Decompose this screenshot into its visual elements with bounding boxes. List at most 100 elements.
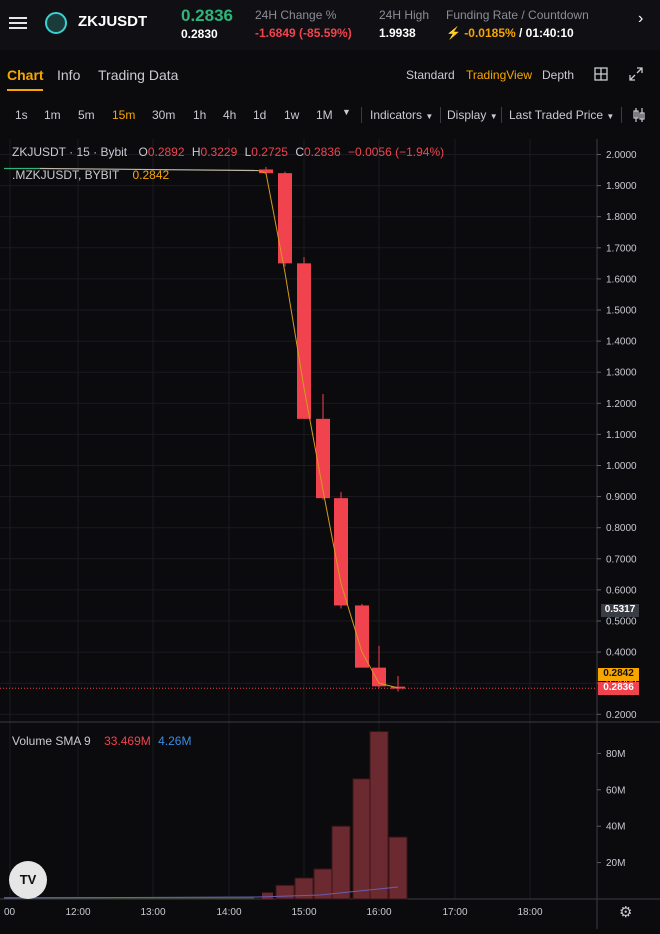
tab-bar: Chart Info Trading Data Standard Trading… <box>0 58 660 92</box>
candle-body <box>259 169 273 174</box>
price-tick-label: 1.0000 <box>606 461 637 472</box>
low-value: 0.2725 <box>251 145 288 159</box>
price-tick-label: 1.6000 <box>606 274 637 285</box>
last-price: 0.2836 <box>181 6 233 25</box>
volume-sma-line <box>3 886 399 899</box>
change-legend: −0.0056 (−1.94%) <box>348 145 445 159</box>
coin-logo-icon <box>45 12 67 34</box>
volume-bar <box>262 892 273 899</box>
price-tick-label: 1.7000 <box>606 243 637 254</box>
price-tick-label: 1.2000 <box>606 399 637 410</box>
legend-title: ZKJUSDT · 15 · Bybit <box>12 145 128 159</box>
view-standard[interactable]: Standard <box>406 68 455 82</box>
volume-tick-label: 60M <box>606 785 625 796</box>
chart-area[interactable]: 2.0000 1.9000 1.8000 1.7000 1.6000 1.5000 1.40… <box>0 139 660 929</box>
price-tick-label: 1.4000 <box>606 337 637 348</box>
price-tick-label: 1.1000 <box>606 430 637 441</box>
chevron-down-icon: ▼ <box>606 112 615 121</box>
volume-bar <box>369 731 389 900</box>
price-type-label: Last Traded Price <box>509 108 604 122</box>
mark-price-tag: 0.2842 <box>598 668 639 681</box>
timeframe-4h[interactable]: 4h <box>223 108 237 122</box>
volume-bar <box>331 825 351 900</box>
price-tick-label: 1.5000 <box>606 306 637 317</box>
high-value-legend: 0.3229 <box>200 145 238 159</box>
divider <box>621 107 622 123</box>
high-label-legend: H <box>191 145 201 159</box>
indicators-label: Indicators <box>370 108 423 122</box>
timeframe-1d[interactable]: 1d <box>253 108 267 122</box>
price-tick-label: 2.0000 <box>606 150 637 161</box>
change-label: 24H Change % <box>255 8 337 22</box>
more-icon[interactable]: › <box>638 10 644 27</box>
timeframe-5m[interactable]: 5m <box>78 108 95 122</box>
tab-active-indicator <box>7 89 43 91</box>
volume-tick-label: 20M <box>606 858 625 869</box>
crosshair-price-tag: 0.5317 <box>601 604 639 617</box>
grid-layout-icon[interactable] <box>594 67 608 81</box>
display-dropdown[interactable]: Display ▼ <box>447 108 498 122</box>
candle-body <box>316 418 330 499</box>
timeframe-1h[interactable]: 1h <box>193 108 207 122</box>
volume-bar <box>388 836 408 900</box>
view-depth[interactable]: Depth <box>542 68 575 82</box>
price-legend: ZKJUSDT · 15 · Bybit O0.2892 H0.3229 L0.… <box>12 145 444 159</box>
close-label: C <box>295 145 304 159</box>
volume-tick-label: 40M <box>606 822 625 833</box>
gear-icon[interactable]: ⚙ <box>619 904 633 921</box>
close-value: 0.2836 <box>304 145 341 159</box>
candle-body <box>297 263 311 419</box>
volume-bar <box>275 884 295 900</box>
candlestick-chart[interactable]: 2.0000 1.9000 1.8000 1.7000 1.6000 1.5000 1.40… <box>0 139 660 929</box>
display-label: Display <box>447 108 487 122</box>
tab-chart[interactable]: Chart <box>7 67 44 83</box>
volume-tick-label: 80M <box>606 749 625 760</box>
open-label: O <box>138 145 148 159</box>
price-tick-label: 1.9000 <box>606 181 637 192</box>
timeframe-1M[interactable]: 1M <box>316 108 333 122</box>
change-value: -1.6849 (-85.59%) <box>255 26 352 40</box>
mark-legend: .MZKJUSDT, BYBIT 0.2842 <box>12 168 169 182</box>
mark-price: 0.2830 <box>181 27 218 41</box>
timeframe-30m[interactable]: 30m <box>152 108 176 122</box>
chart-settings-icon[interactable] <box>632 107 646 123</box>
divider <box>440 107 441 123</box>
price-tick-label: 0.5000 <box>606 617 637 628</box>
divider <box>501 107 502 123</box>
timeframe-1m[interactable]: 1m <box>44 108 61 122</box>
tab-info[interactable]: Info <box>57 67 81 83</box>
indicators-dropdown[interactable]: Indicators ▼ <box>370 108 433 122</box>
volume-value: 33.469M <box>104 734 151 748</box>
mark-symbol: .MZKJUSDT, BYBIT <box>12 168 120 182</box>
timeframe-15m[interactable]: 15m <box>112 108 136 122</box>
ticker-header: ZKJUSDT 0.2836 0.2830 24H Change % -1.68… <box>0 0 660 50</box>
fullscreen-icon[interactable] <box>629 67 643 81</box>
low-label: L <box>244 145 252 159</box>
divider <box>361 107 362 123</box>
price-type-dropdown[interactable]: Last Traded Price ▼ <box>509 108 614 122</box>
volume-sma-value: 4.26M <box>158 734 192 748</box>
timeframe-1w[interactable]: 1w <box>284 108 300 122</box>
tradingview-logo-icon[interactable]: TV <box>9 861 47 899</box>
candle-body <box>334 498 348 606</box>
funding-row: ⚡ -0.0185% / 01:40:10 <box>446 26 574 40</box>
mark-value: 0.2842 <box>132 168 170 182</box>
timeframe-more-icon[interactable]: ▼ <box>342 107 351 117</box>
tab-trading-data[interactable]: Trading Data <box>98 67 179 83</box>
price-tick-label: 1.8000 <box>606 212 637 223</box>
price-tick-label: 0.8000 <box>606 523 637 534</box>
candle-body <box>278 173 292 264</box>
volume-title: Volume SMA 9 <box>12 734 91 748</box>
chart-toolbar: 1s 1m 5m 15m 30m 1h 4h 1d 1w 1M ▼ Indica… <box>0 102 660 128</box>
high-label: 24H High <box>379 8 430 22</box>
view-tradingview[interactable]: TradingView <box>466 68 533 82</box>
price-tick-label: 0.6000 <box>606 585 637 596</box>
timeframe-1s[interactable]: 1s <box>15 108 28 122</box>
series-line <box>39 167 259 172</box>
volume-legend: Volume SMA 9 33.469M 4.26M <box>12 734 191 748</box>
time-tick-label: 00 <box>4 907 16 918</box>
time-tick-label: 15:00 <box>291 907 316 918</box>
high-value: 1.9938 <box>379 26 416 40</box>
symbol-name[interactable]: ZKJUSDT <box>78 13 148 30</box>
menu-icon[interactable] <box>9 14 27 32</box>
